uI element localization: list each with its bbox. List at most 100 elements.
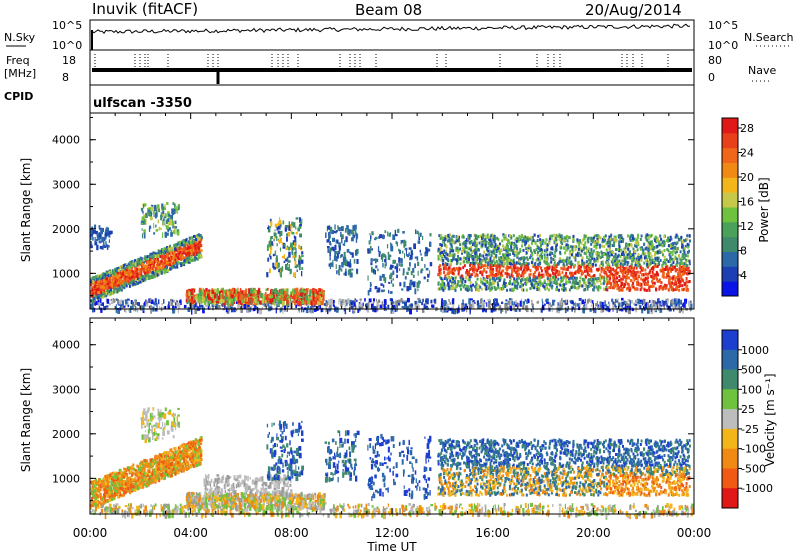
power-echo xyxy=(146,261,149,265)
power-echo xyxy=(292,240,295,245)
power-echo xyxy=(680,299,682,305)
power-echo xyxy=(217,295,221,301)
power-echo xyxy=(150,206,153,211)
power-echo xyxy=(220,288,224,293)
power-echo xyxy=(338,299,340,305)
power-echo xyxy=(289,247,292,250)
power-echo xyxy=(398,257,401,263)
power-echo xyxy=(273,232,276,237)
power-echo xyxy=(197,237,200,241)
power-echo xyxy=(236,297,238,302)
power-echo xyxy=(574,302,577,308)
power-echo xyxy=(419,232,422,237)
power-echo xyxy=(127,280,130,284)
power-echo xyxy=(147,273,150,277)
power-echo xyxy=(248,288,251,294)
power-echo xyxy=(642,298,646,304)
power-echo xyxy=(383,299,387,304)
power-echo xyxy=(609,243,611,247)
power-echo xyxy=(150,271,153,275)
power-echo xyxy=(319,295,321,301)
power-echo xyxy=(543,253,546,257)
power-echo xyxy=(125,277,128,281)
power-echo xyxy=(177,231,180,236)
power-echo xyxy=(391,301,395,304)
power-echo xyxy=(287,292,289,297)
power-echo xyxy=(190,293,194,297)
power-echo xyxy=(615,305,618,308)
power-echo xyxy=(194,251,197,255)
power-echo xyxy=(178,240,181,244)
power-echo xyxy=(164,213,167,217)
power-echo xyxy=(215,300,219,304)
power-echo xyxy=(192,240,195,244)
power-echo xyxy=(109,280,112,284)
power-echo xyxy=(443,300,447,306)
power-echo xyxy=(574,258,577,262)
power-echo xyxy=(335,306,339,313)
power-echo xyxy=(100,291,103,295)
power-echo xyxy=(353,258,356,264)
power-echo xyxy=(593,285,596,289)
power-echo xyxy=(166,265,168,269)
power-echo xyxy=(629,299,631,303)
power-echo xyxy=(204,304,208,307)
power-echo xyxy=(560,240,563,244)
power-echo xyxy=(90,299,92,303)
power-echo xyxy=(172,220,175,226)
power-echo xyxy=(349,259,352,264)
power-echo xyxy=(163,299,165,304)
power-echo xyxy=(404,276,407,280)
power-echo xyxy=(504,304,507,310)
power-echo xyxy=(145,264,148,268)
power-echo xyxy=(373,258,376,262)
power-echo xyxy=(574,248,577,252)
power-echo xyxy=(382,303,384,310)
power-echo xyxy=(121,279,124,283)
power-echo xyxy=(280,296,283,301)
power-echo xyxy=(174,265,177,269)
power-echo xyxy=(675,233,678,237)
power-echo xyxy=(96,293,99,297)
power-echo xyxy=(102,290,105,294)
power-echo xyxy=(297,227,300,232)
power-echo xyxy=(112,270,115,274)
power-echo xyxy=(659,307,661,313)
power-echo xyxy=(477,266,480,270)
power-echo xyxy=(583,304,586,310)
power-echo xyxy=(124,263,127,267)
power-echo xyxy=(283,260,286,263)
power-echo xyxy=(195,256,198,260)
power-echo xyxy=(594,308,597,314)
power-echo xyxy=(354,301,356,306)
power-echo xyxy=(374,270,376,275)
power-echo xyxy=(286,262,288,265)
power-echo xyxy=(194,298,196,303)
power-echo xyxy=(293,247,295,251)
power-echo xyxy=(618,302,621,308)
power-echo xyxy=(330,298,333,305)
power-echo xyxy=(164,204,166,207)
power-echo xyxy=(110,288,112,292)
power-echo xyxy=(567,280,570,284)
power-echo xyxy=(295,217,299,220)
power-echo xyxy=(288,225,291,231)
power-echo xyxy=(143,204,145,209)
power-echo xyxy=(681,284,684,288)
power-echo xyxy=(266,294,269,301)
power-echo xyxy=(183,263,186,267)
power-echo xyxy=(188,258,191,262)
power-echo xyxy=(168,215,172,220)
power-echo xyxy=(237,287,239,292)
power-echo xyxy=(245,297,248,302)
power-echo xyxy=(125,308,127,313)
power-echo xyxy=(399,282,402,287)
power-echo xyxy=(189,239,192,243)
power-echo xyxy=(620,240,623,244)
power-echo xyxy=(188,246,191,250)
power-echo xyxy=(170,262,173,265)
power-echo xyxy=(95,288,98,292)
power-echo xyxy=(170,250,172,254)
power-echo xyxy=(104,273,107,277)
power-echo xyxy=(623,300,626,305)
